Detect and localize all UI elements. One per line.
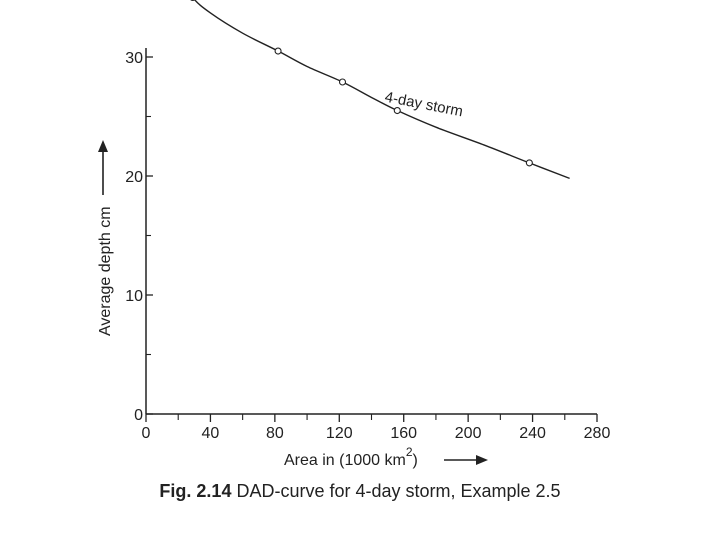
data-point bbox=[274, 47, 282, 55]
y-tick-label: 0 bbox=[134, 407, 143, 424]
series-line bbox=[193, 0, 570, 180]
x-tick-label: 40 bbox=[202, 425, 220, 442]
figure-caption: Fig. 2.14 DAD-curve for 4-day storm, Exa… bbox=[0, 481, 720, 502]
x-tick-label: 280 bbox=[584, 425, 611, 442]
chart-svg: 0408012016020024028001020304050 4-day st… bbox=[97, 0, 611, 469]
y-axis-arrow bbox=[98, 140, 108, 195]
x-tick-label: 120 bbox=[326, 425, 353, 442]
x-tick-label: 0 bbox=[142, 425, 151, 442]
x-axis-title-superscript: 2 bbox=[406, 445, 413, 459]
y-tick-label: 10 bbox=[125, 288, 143, 305]
y-tick-label: 30 bbox=[125, 50, 143, 67]
x-axis-title-main: Area in (1000 km bbox=[284, 452, 406, 469]
axes bbox=[145, 48, 597, 415]
ticks: 0408012016020024028001020304050 bbox=[125, 50, 611, 442]
y-axis-title: Average depth cm bbox=[97, 206, 114, 336]
data-point bbox=[338, 78, 347, 86]
figure-caption-text: DAD-curve for 4-day storm, Example 2.5 bbox=[231, 481, 561, 501]
data-point bbox=[190, 0, 196, 2]
x-tick-label: 240 bbox=[519, 425, 546, 442]
x-tick-label: 80 bbox=[266, 425, 284, 442]
x-tick-label: 160 bbox=[390, 425, 417, 442]
x-axis-title: Area in (1000 km2) bbox=[284, 445, 418, 469]
y-tick-label: 20 bbox=[125, 169, 143, 186]
x-axis-title-suffix: ) bbox=[413, 452, 418, 469]
figure-number: Fig. 2.14 bbox=[159, 481, 232, 501]
series-layer: 4-day storm bbox=[190, 0, 570, 180]
series-label: 4-day storm bbox=[383, 89, 464, 121]
x-axis-arrow bbox=[444, 455, 488, 465]
data-point bbox=[393, 107, 401, 115]
data-point bbox=[525, 159, 533, 167]
x-tick-label: 200 bbox=[455, 425, 482, 442]
